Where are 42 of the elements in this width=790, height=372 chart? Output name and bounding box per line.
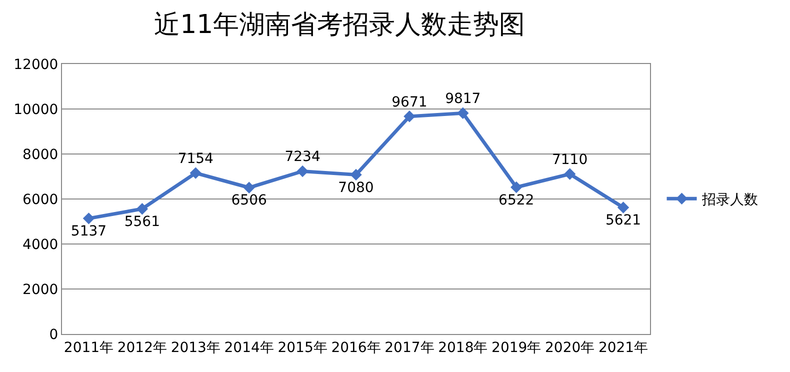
point: [404, 110, 416, 122]
data-label: 6506: [231, 192, 267, 209]
point: [457, 107, 469, 119]
x-tick-label: 2011年: [64, 340, 114, 356]
data-label: 7110: [552, 152, 588, 168]
point: [82, 212, 95, 224]
y-tick-label: 4000: [22, 236, 58, 253]
data-label: 9671: [392, 94, 428, 110]
y-tick-label: 12000: [14, 56, 58, 73]
x-tick-label: 2014年: [224, 340, 274, 356]
x-tick-label: 2021年: [598, 340, 648, 356]
y-tick-label: 10000: [14, 102, 58, 118]
point: [617, 202, 630, 214]
y-tick-label: 0: [49, 326, 58, 343]
data-label: 7154: [178, 150, 214, 167]
point: [243, 182, 255, 194]
x-tick-label: 2016年: [331, 340, 381, 356]
point: [564, 168, 576, 180]
point: [510, 181, 522, 194]
data-label: 7234: [284, 149, 320, 166]
x-tick-label: 2015年: [278, 340, 328, 356]
x-tick-label: 2020年: [545, 340, 595, 356]
data-label: 5561: [124, 214, 160, 230]
chart-title: 近11年湖南省考招录人数走势图: [154, 10, 526, 40]
x-tick-label: 2019年: [492, 340, 542, 356]
data-label: 9817: [445, 90, 481, 107]
data-label: 6522: [498, 192, 534, 208]
legend-label: 招录人数: [700, 192, 758, 208]
point: [190, 167, 202, 179]
point: [350, 168, 362, 181]
x-tick-label: 2012年: [117, 340, 167, 356]
y-tick-label: 8000: [22, 146, 58, 163]
x-tick-label: 2018年: [438, 340, 488, 356]
data-label: 5621: [605, 212, 642, 229]
point: [296, 165, 308, 178]
data-label: 7080: [338, 180, 374, 196]
y-tick-label: 6000: [22, 192, 58, 208]
x-tick-label: 2017年: [384, 340, 434, 356]
y-tick-label: 2000: [22, 282, 58, 298]
data-label: 5137: [70, 224, 107, 240]
point: [136, 203, 148, 215]
x-tick-label: 2013年: [170, 340, 220, 356]
